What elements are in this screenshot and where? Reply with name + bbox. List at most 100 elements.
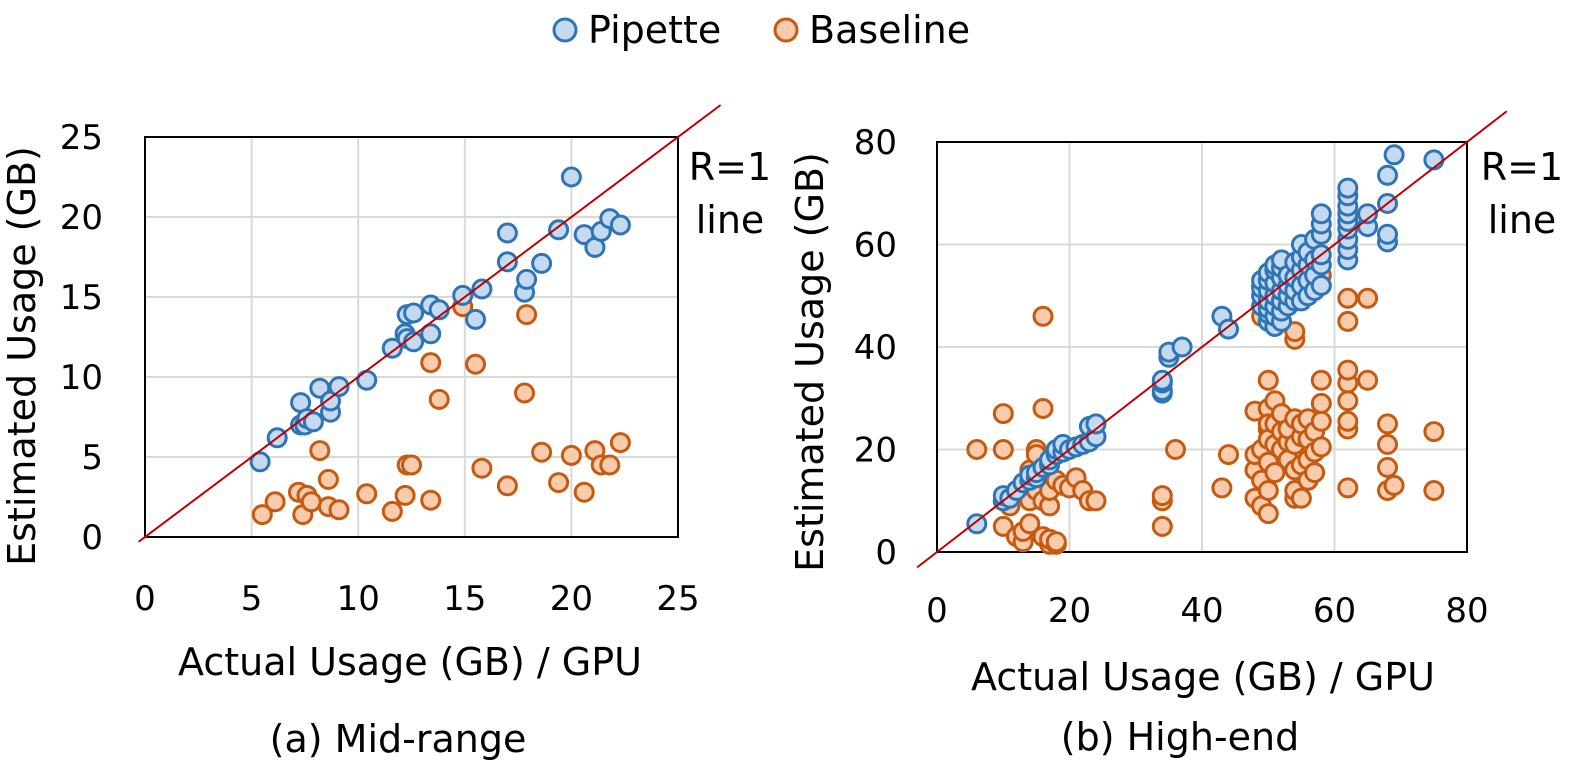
x-tick-label: 40 [1180, 591, 1223, 631]
point-pipette [249, 451, 271, 473]
point-baseline [420, 352, 442, 374]
point-baseline [471, 457, 493, 479]
point-baseline [1337, 287, 1359, 309]
point-baseline [992, 403, 1014, 425]
point-baseline [1357, 369, 1379, 391]
legend-label-baseline: Baseline [809, 8, 970, 52]
point-baseline [1337, 390, 1359, 412]
plot-frame-b [936, 141, 1468, 553]
y-tick-label: 0 [81, 518, 103, 558]
point-baseline [300, 491, 322, 513]
point-pipette [452, 284, 474, 306]
point-pipette [548, 219, 570, 241]
point-baseline [428, 388, 450, 410]
point-baseline [1337, 477, 1359, 499]
point-baseline [1357, 287, 1379, 309]
point-baseline [1032, 305, 1054, 327]
point-pipette [420, 323, 442, 345]
point-baseline [1257, 503, 1279, 525]
y-tick-label: 20 [854, 431, 897, 471]
point-baseline [1290, 487, 1312, 509]
point-baseline [531, 441, 553, 463]
point-pipette [1377, 164, 1398, 186]
point-pipette [531, 252, 553, 274]
point-baseline [1310, 436, 1332, 458]
caption-b: (b) High-end [1061, 715, 1299, 759]
point-pipette [471, 278, 493, 300]
point-baseline [609, 432, 631, 454]
point-baseline [966, 439, 988, 460]
point-baseline [496, 475, 518, 497]
point-pipette [1383, 144, 1405, 166]
x-tick-label: 5 [241, 579, 263, 619]
x-tick-label: 0 [134, 579, 156, 619]
point-baseline [548, 472, 570, 494]
reference-label-b-line1: R=1 [1481, 145, 1563, 189]
point-baseline [1045, 531, 1067, 553]
point-pipette [302, 411, 324, 433]
point-baseline [1019, 513, 1041, 535]
point-baseline [251, 504, 273, 526]
point-baseline [1337, 310, 1359, 332]
points-a [249, 166, 631, 526]
y-tick-label: 80 [854, 123, 897, 163]
point-baseline [1032, 398, 1054, 419]
point-baseline [514, 382, 535, 404]
y-tick-label: 40 [854, 328, 897, 368]
reference-line-b [916, 110, 1508, 569]
x-tick-label: 15 [443, 579, 486, 619]
point-baseline [1151, 485, 1173, 507]
y-tick-label: 5 [81, 438, 103, 478]
chart-mid-range: 0 5 10 15 20 25 0 5 10 15 20 25 R=1 line Actual Usa… [0, 104, 771, 761]
y-tick-label: 25 [60, 118, 103, 158]
y-tick-label: 0 [875, 533, 897, 573]
point-baseline [1377, 456, 1398, 478]
x-tick-label: 10 [337, 579, 380, 619]
point-pipette [381, 337, 403, 359]
point-pipette [1218, 318, 1239, 340]
x-tick-label: 25 [656, 579, 699, 619]
ticks-a: 0 5 10 15 20 25 0 5 10 15 20 25 [60, 118, 700, 619]
point-baseline [420, 489, 442, 511]
point-pipette [1337, 177, 1359, 199]
point-pipette [403, 302, 425, 324]
x-tick-label: 80 [1445, 591, 1488, 631]
y-tick-label: 10 [60, 358, 103, 398]
x-tick-label: 0 [926, 591, 948, 631]
point-pipette [1151, 369, 1173, 391]
point-baseline [573, 481, 595, 503]
y-axis-title-b: Estimated Usage (GB) [788, 152, 832, 572]
legend-marker-baseline [773, 17, 799, 43]
point-baseline [1310, 392, 1332, 414]
point-baseline [516, 304, 538, 326]
point-baseline [394, 484, 416, 506]
point-baseline [1151, 515, 1173, 537]
point-baseline [1257, 480, 1279, 501]
point-baseline [1085, 490, 1107, 512]
x-axis-title-b: Actual Usage (GB) / GPU [971, 655, 1435, 699]
reference-line-a [138, 104, 722, 543]
point-baseline [264, 491, 286, 513]
point-baseline [1383, 474, 1405, 496]
point-baseline [1337, 359, 1359, 381]
point-pipette [1423, 149, 1445, 171]
x-tick-label: 20 [550, 579, 593, 619]
point-pipette [1377, 223, 1398, 245]
point-pipette [496, 222, 518, 244]
legend-marker-pipette [552, 17, 578, 43]
point-baseline [1264, 462, 1286, 484]
point-baseline [465, 353, 486, 375]
point-pipette [1085, 413, 1107, 435]
reference-label-a-line2: line [696, 198, 765, 242]
point-pipette [516, 268, 538, 290]
points-b [966, 144, 1445, 555]
legend: Pipette Baseline [552, 8, 970, 52]
point-baseline [1257, 369, 1279, 391]
point-baseline [1337, 410, 1359, 432]
x-axis-title-a: Actual Usage (GB) / GPU [178, 640, 642, 684]
point-pipette [560, 166, 582, 188]
point-baseline [1423, 480, 1445, 501]
point-baseline [1423, 421, 1445, 443]
point-baseline [317, 468, 339, 490]
